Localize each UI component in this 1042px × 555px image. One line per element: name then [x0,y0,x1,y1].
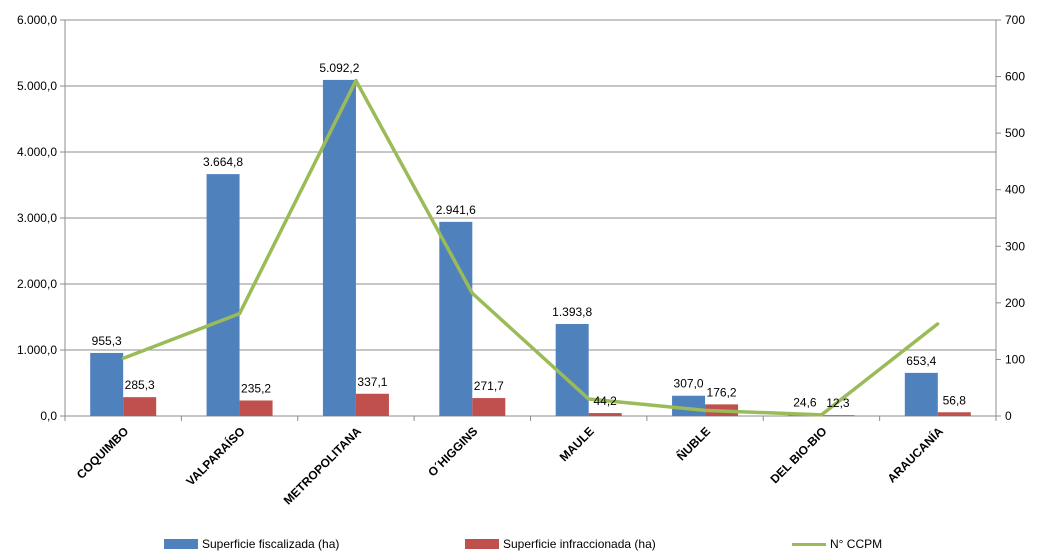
data-label-fiscalizada: 955,3 [92,334,122,348]
legend-label: N° CCPM [830,537,883,551]
y-left-tick-label: 0,0 [40,409,57,423]
data-label-fiscalizada: 307,0 [674,377,704,391]
data-label-infraccionada: 271,7 [474,379,504,393]
data-label-fiscalizada: 24,6 [793,395,817,409]
y-right-tick-label: 700 [1005,13,1025,27]
bar-superficie-infraccionada [937,412,971,416]
data-label-infraccionada: 12,3 [826,396,850,410]
line-n-ccpm [122,78,939,417]
line-point-n-ccpm [703,408,707,412]
y-right-tick-label: 600 [1005,70,1025,84]
data-label-fiscalizada: 3.664,8 [203,155,243,169]
legend-label: Superficie fiscalizada (ha) [202,537,340,551]
data-label-fiscalizada: 1.393,8 [552,305,592,319]
bar-superficie-infraccionada [588,413,622,416]
legend-item-n-ccpm: N° CCPM [792,537,882,551]
x-category-label: METROPOLITANA [281,424,365,508]
data-label-fiscalizada: 2.941,6 [436,203,476,217]
data-label-infraccionada: 44,2 [594,394,618,408]
y-right-tick-label: 300 [1005,239,1025,253]
combo-chart: 955,3 285,3 3.664,8 235,2 5.092,2 337,1 2.941,… [17,13,1025,508]
data-label-infraccionada: 337,1 [357,375,387,389]
bar-superficie-fiscalizada [322,79,356,417]
bar-superficie-fiscalizada [90,352,124,416]
x-category-label: O´HIGGINS [425,424,480,479]
line-point-n-ccpm [587,397,591,401]
data-label-fiscalizada: 653,4 [906,354,936,368]
line-point-n-ccpm [936,322,940,326]
legend-swatch-blue [164,539,198,549]
y-right-tick-label: 400 [1005,183,1025,197]
bar-superficie-infraccionada [472,398,506,416]
line-series [121,78,940,417]
y-right-tick-label: 200 [1005,296,1025,310]
data-label-infraccionada: 235,2 [241,381,271,395]
data-label-infraccionada: 56,8 [943,393,967,407]
bar-superficie-infraccionada [821,415,855,416]
x-category-label: ÑUBLE [673,424,713,464]
legend-swatch-red [465,539,499,549]
bar-superficie-fiscalizada [904,372,938,416]
line-point-n-ccpm [354,79,358,83]
bar-superficie-fiscalizada [439,221,473,416]
y-right-tick-label: 0 [1005,409,1012,423]
y-right-tick-label: 500 [1005,126,1025,140]
data-labels: 955,3 285,3 3.664,8 235,2 5.092,2 337,1 2.941,… [92,61,967,410]
bar-superficie-infraccionada [355,393,389,416]
y-left-tick-label: 2.000,0 [17,277,57,291]
y-left-tick-label: 5.000,0 [17,79,57,93]
y-left-tick-label: 3.000,0 [17,211,57,225]
data-label-infraccionada: 176,2 [707,385,737,399]
legend-label: Superficie infraccionada (ha) [503,537,656,551]
line-point-n-ccpm [121,356,125,360]
bar-superficie-infraccionada [239,400,273,416]
legend-swatch-green-line [792,542,826,546]
bar-series [90,79,971,417]
axes [60,19,1001,421]
legend: Superficie fiscalizada (ha) Superficie i… [0,537,1042,553]
tick-labels: 0,0 1.000,0 2.000,0 3.000,0 4.000,0 5.000,0 6.… [17,13,1025,508]
y-left-tick-label: 1.000,0 [17,343,57,357]
bar-superficie-fiscalizada [206,174,240,416]
gridlines [65,19,996,351]
line-point-n-ccpm [238,312,242,316]
line-point-n-ccpm [470,291,474,295]
x-category-label: DEL BIO-BIO [767,424,829,486]
data-label-infraccionada: 285,3 [125,378,155,392]
y-left-tick-label: 6.000,0 [17,13,57,27]
y-left-tick-label: 4.000,0 [17,145,57,159]
bar-superficie-fiscalizada [555,324,589,416]
x-category-label: VALPARAÍSO [183,424,248,489]
data-label-fiscalizada: 5.092,2 [319,61,359,75]
x-category-label: MAULE [557,424,597,464]
legend-item-superficie-infraccionada: Superficie infraccionada (ha) [465,537,656,551]
bar-superficie-infraccionada [123,397,157,416]
x-category-label: ARAUCANÍA [884,423,946,485]
x-category-label: COQUIMBO [74,424,132,482]
line-point-n-ccpm [819,413,823,417]
y-right-tick-label: 100 [1005,352,1025,366]
legend-item-superficie-fiscalizada: Superficie fiscalizada (ha) [164,537,339,551]
